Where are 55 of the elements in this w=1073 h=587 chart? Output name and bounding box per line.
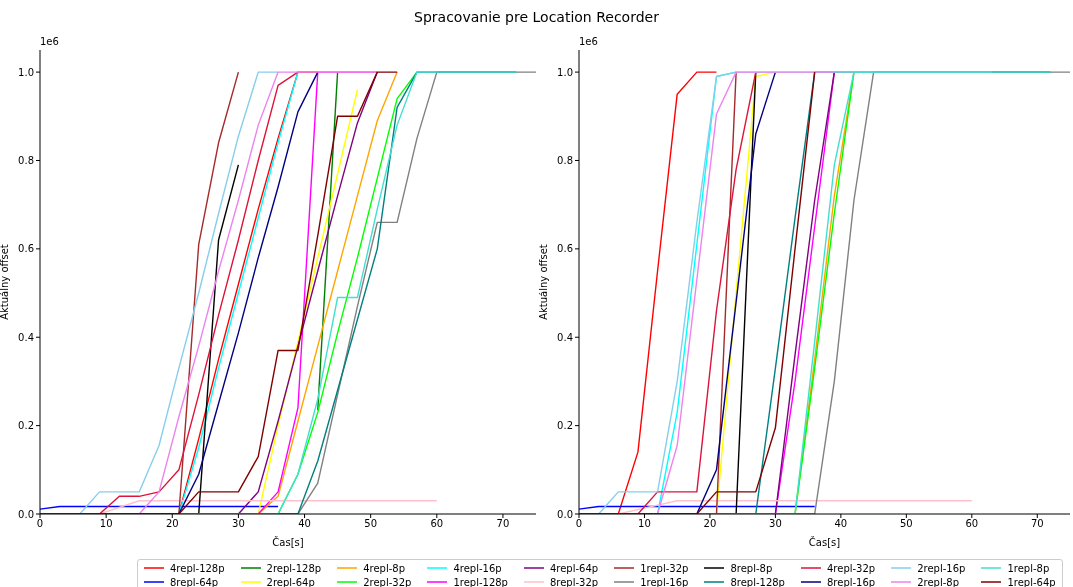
- y-axis-title: Aktuálny offset: [537, 244, 549, 320]
- legend-label: 8repl-16p: [826, 576, 876, 587]
- legend-label: 4repl-32p: [826, 562, 876, 574]
- y-tick-label: 0.6: [557, 243, 573, 255]
- legend-label: 1repl-64p: [1007, 576, 1056, 587]
- x-tick-label: 60: [965, 518, 979, 530]
- legend-label: 2repl-128p: [266, 562, 322, 574]
- legend-label: 2repl-8p: [917, 576, 960, 587]
- y-tick-label: 0.0: [18, 508, 34, 520]
- x-tick-label: 30: [232, 518, 245, 530]
- legend-label: 2repl-64p: [266, 576, 315, 587]
- y-tick-label: 1.0: [18, 66, 34, 78]
- x-tick-label: 20: [165, 518, 179, 530]
- legend-label: 4repl-16p: [453, 562, 502, 574]
- x-tick-label: 10: [99, 518, 113, 530]
- x-tick-label: 10: [638, 518, 651, 530]
- x-axis-title: Čas[s]: [808, 536, 841, 548]
- text: 1e6: [579, 36, 598, 47]
- chart-title: Spracovanie pre Location Recorder: [413, 9, 660, 25]
- legend-label: 1repl-8p: [1007, 562, 1050, 574]
- legend-label: 1repl-32p: [640, 562, 689, 574]
- x-tick-label: 50: [364, 518, 378, 530]
- x-tick-label: 70: [496, 518, 510, 530]
- y-tick-label: 1.0: [557, 66, 573, 78]
- legend-label: 4repl-128p: [170, 562, 225, 574]
- legend-label: 1repl-128p: [453, 576, 508, 587]
- y-axis-title: Aktuálny offset: [0, 244, 10, 320]
- legend-label: 8repl-8p: [730, 562, 773, 574]
- legend-label: 8repl-64p: [170, 576, 219, 587]
- y-tick-label: 0.8: [557, 155, 573, 167]
- x-tick-label: 70: [1030, 518, 1044, 530]
- legend-label: 2repl-16p: [917, 562, 966, 574]
- x-tick-label: 40: [298, 518, 311, 530]
- legend-label: 1repl-16p: [640, 576, 689, 587]
- x-tick-label: 20: [703, 518, 717, 530]
- legend-label: 8repl-128p: [730, 576, 785, 587]
- text: 1e6: [40, 36, 59, 47]
- y-tick-label: 0.2: [18, 420, 34, 432]
- x-tick-label: 30: [769, 518, 782, 530]
- y-tick-label: 0.2: [557, 420, 573, 432]
- legend-label: 2repl-32p: [363, 576, 412, 587]
- y-tick-label: 0.8: [18, 155, 34, 167]
- x-tick-label: 40: [834, 518, 848, 530]
- x-tick-label: 60: [430, 518, 444, 530]
- x-tick-label: 0: [36, 518, 44, 530]
- y-tick-label: 0.6: [18, 243, 34, 255]
- x-tick-label: 0: [575, 518, 583, 530]
- x-axis-title: Čas[s]: [272, 536, 304, 548]
- legend-label: 4repl-8p: [363, 562, 406, 574]
- legend-label: 4repl-64p: [549, 562, 599, 574]
- y-tick-label: 0.0: [557, 508, 573, 520]
- legend-label: 8repl-32p: [549, 576, 599, 587]
- y-tick-label: 0.4: [557, 331, 573, 343]
- y-tick-label: 0.4: [18, 331, 34, 343]
- x-tick-label: 50: [899, 518, 913, 530]
